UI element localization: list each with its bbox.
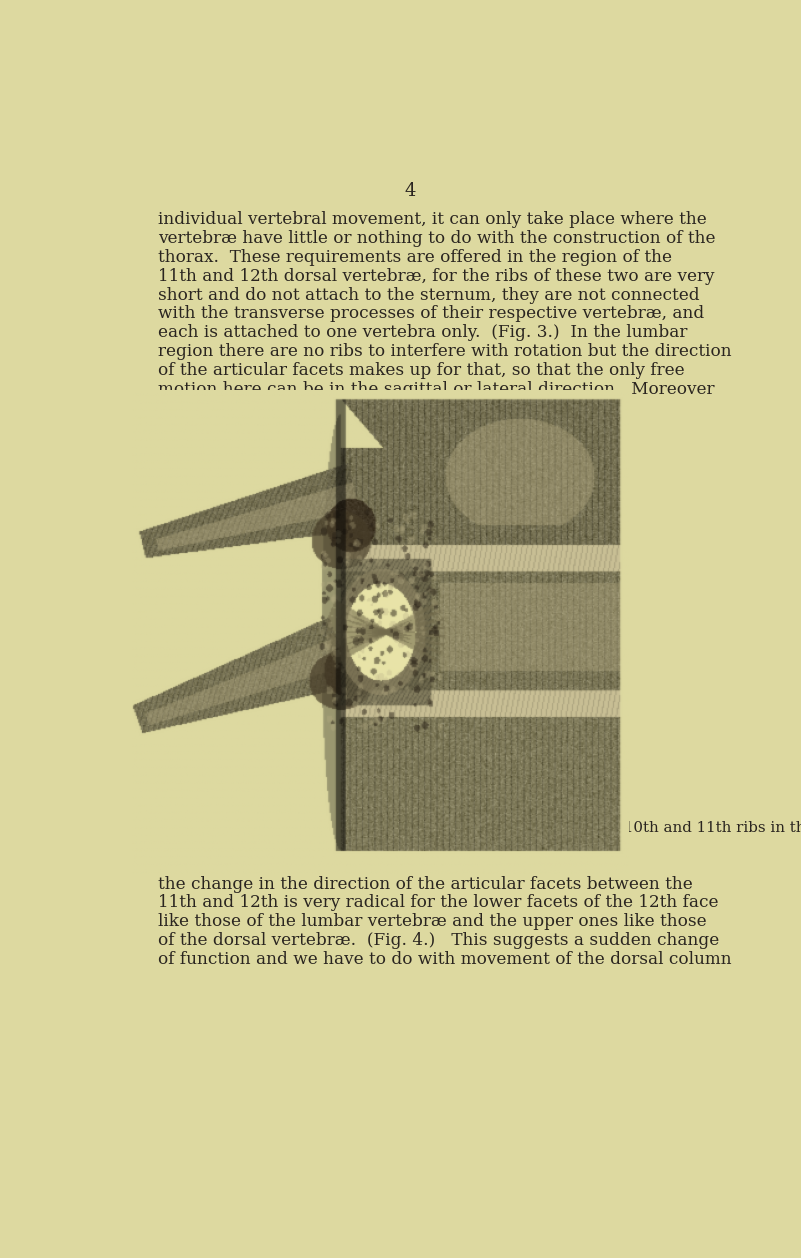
Text: individual vertebral movement, it can only take place where the: individual vertebral movement, it can on… <box>158 211 706 228</box>
Text: each is attached to one vertebra only.  (Fig. 3.)  In the lumbar: each is attached to one vertebra only. (… <box>158 325 687 341</box>
Text: motion here can be in the sagittal or lateral direction.  Moreover: motion here can be in the sagittal or la… <box>158 381 714 398</box>
Text: of function and we have to do with movement of the dorsal column: of function and we have to do with movem… <box>158 951 731 969</box>
Text: vertebræ have little or nothing to do with the construction of the: vertebræ have little or nothing to do wi… <box>158 230 715 247</box>
Text: of the articular facets makes up for that, so that the only free: of the articular facets makes up for tha… <box>158 362 685 379</box>
Text: 11th and 12th is very radical for the lower facets of the 12th face: 11th and 12th is very radical for the lo… <box>158 894 718 911</box>
Text: thorax.  These requirements are offered in the region of the: thorax. These requirements are offered i… <box>158 249 672 265</box>
Text: 4: 4 <box>405 182 417 200</box>
Text: Fig. 3.  Fick.   The difference between the 10th and 11th ribs in their: Fig. 3. Fick. The difference between the… <box>299 821 801 835</box>
Text: 11th and 12th dorsal vertebræ, for the ribs of these two are very: 11th and 12th dorsal vertebræ, for the r… <box>158 268 714 284</box>
Text: region there are no ribs to interfere with rotation but the direction: region there are no ribs to interfere wi… <box>158 343 731 360</box>
Text: like those of the lumbar vertebræ and the upper ones like those: like those of the lumbar vertebræ and th… <box>158 913 706 931</box>
Text: short and do not attach to the sternum, they are not connected: short and do not attach to the sternum, … <box>158 287 699 303</box>
Text: of the dorsal vertebræ.  (Fig. 4.)   This suggests a sudden change: of the dorsal vertebræ. (Fig. 4.) This s… <box>158 932 719 950</box>
Text: attachments to the vertebræ.: attachments to the vertebræ. <box>299 844 522 858</box>
Text: the change in the direction of the articular facets between the: the change in the direction of the artic… <box>158 876 693 892</box>
Text: with the transverse processes of their respective vertebræ, and: with the transverse processes of their r… <box>158 306 704 322</box>
